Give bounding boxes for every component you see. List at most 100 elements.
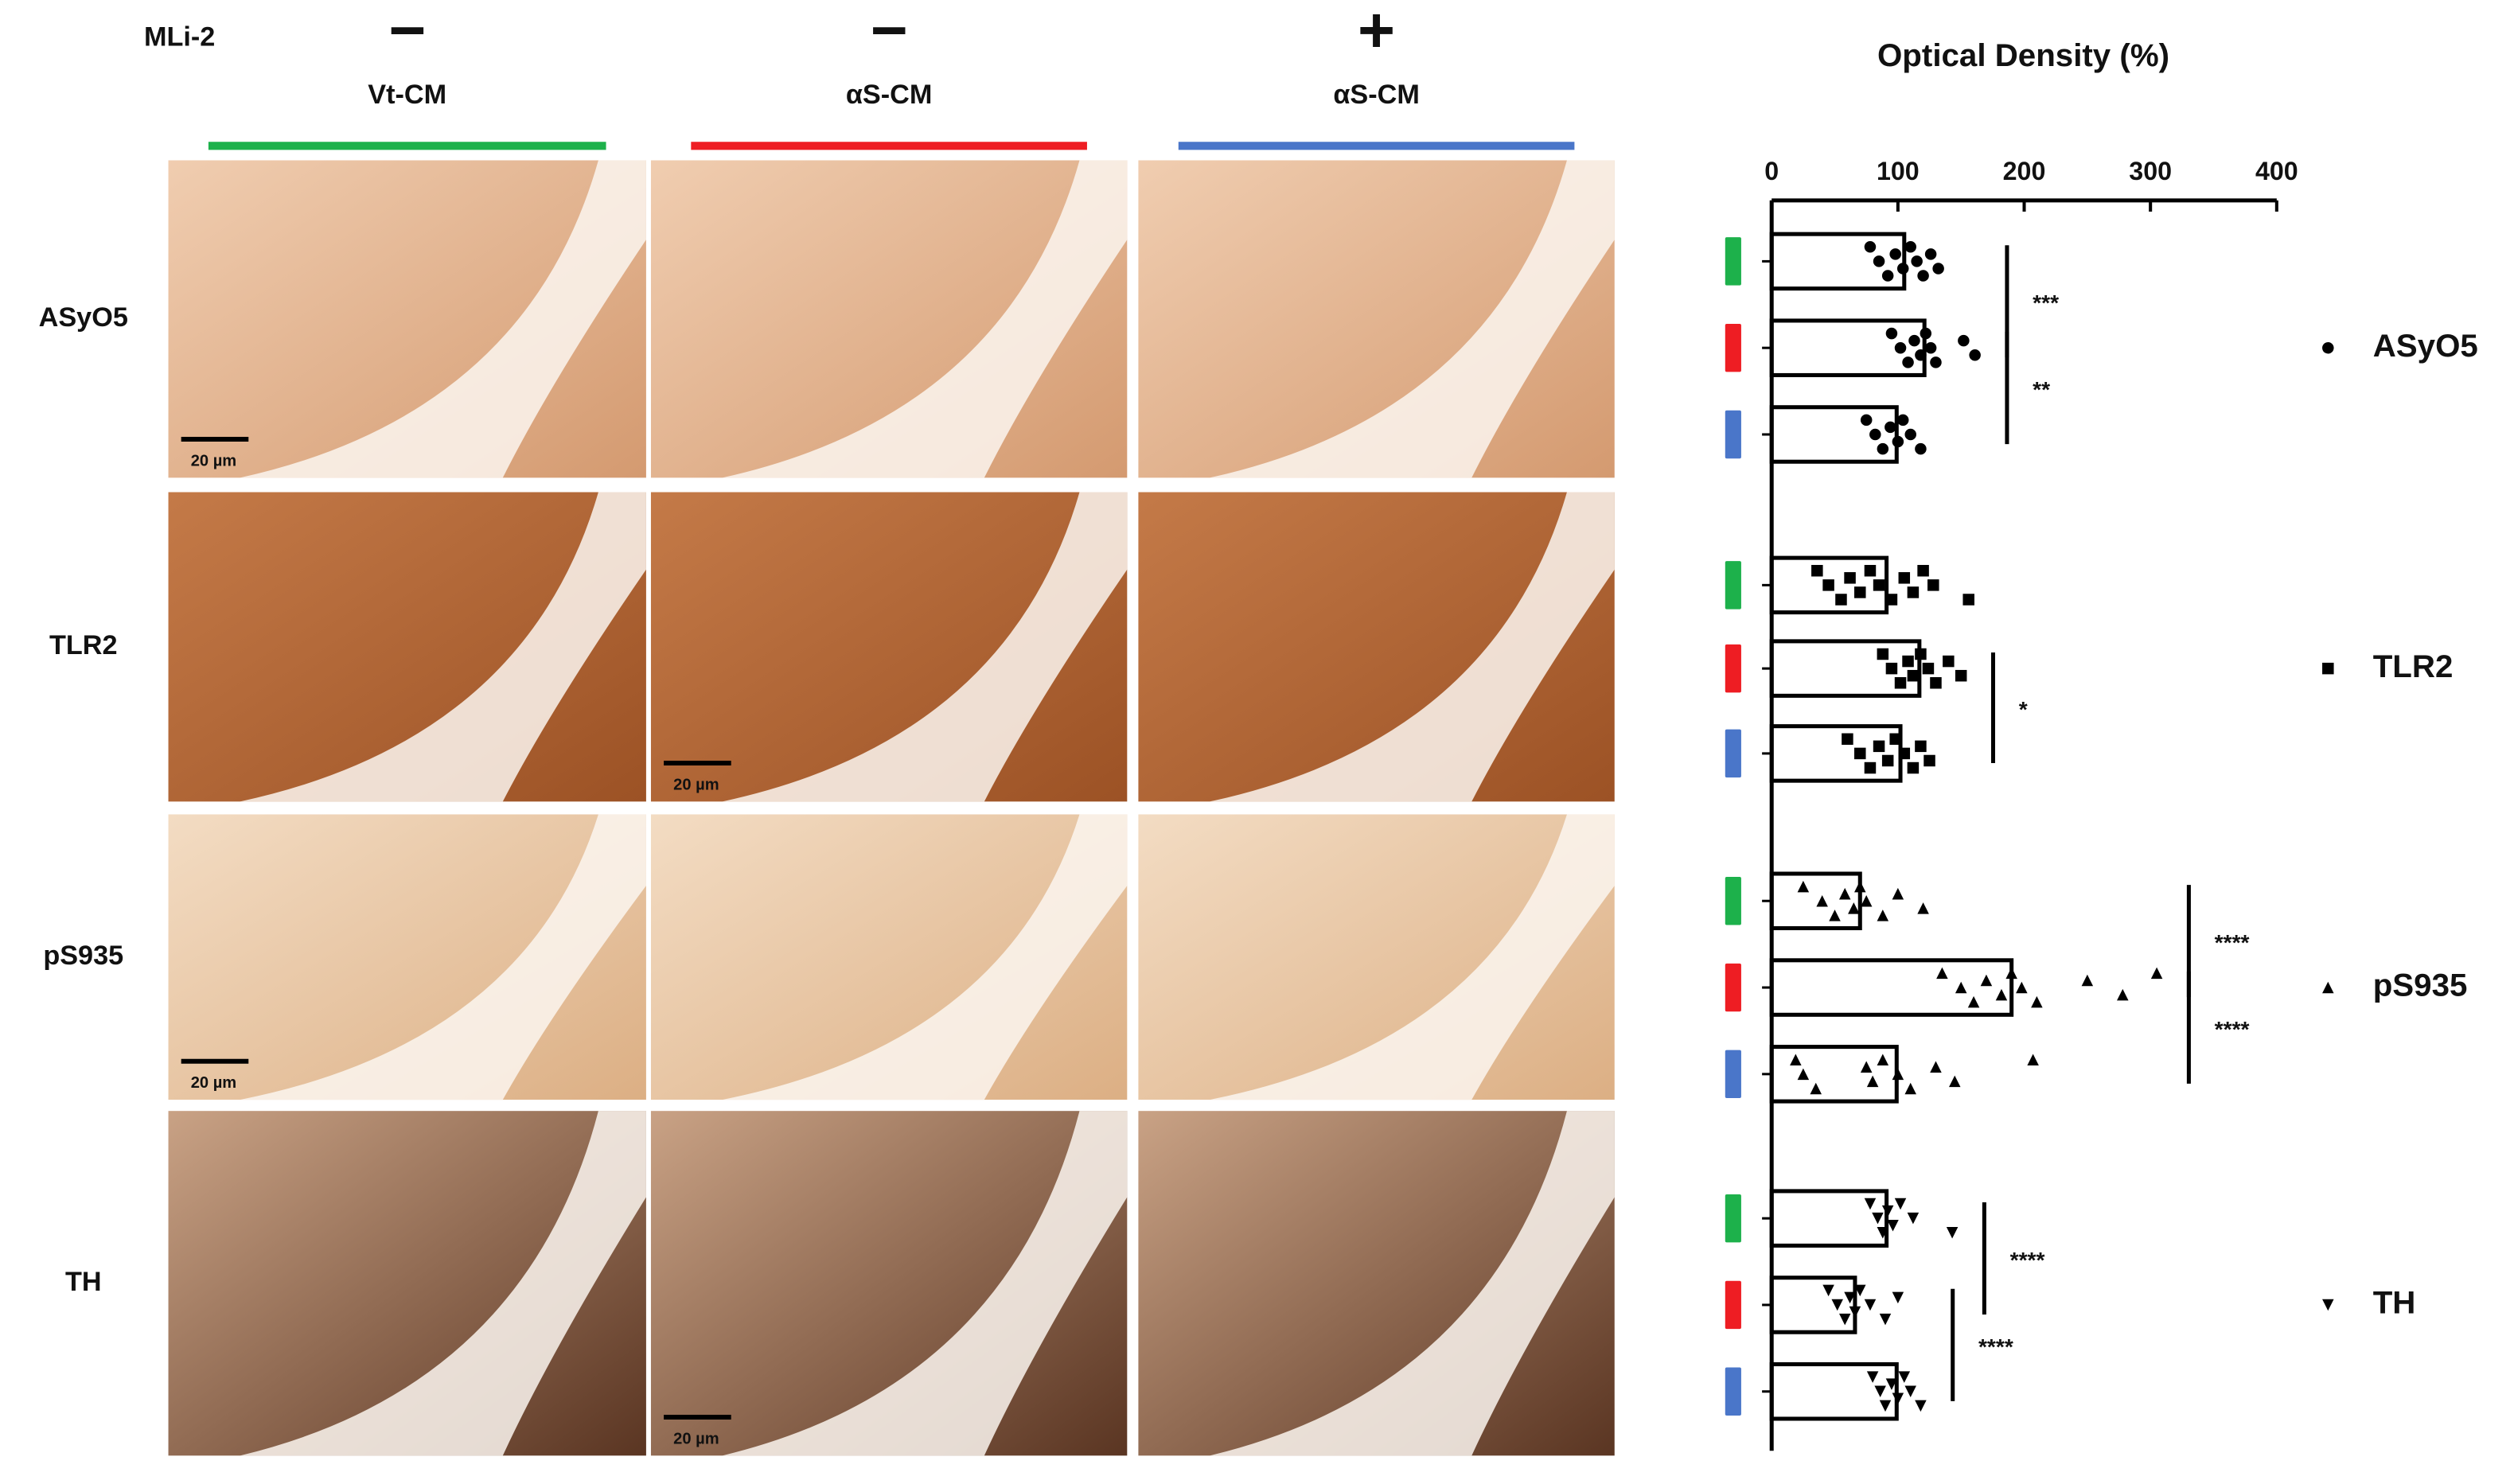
scale-bar-label: 20 µm [191, 1074, 236, 1092]
data-point [2005, 967, 2017, 980]
data-point [1816, 895, 1828, 907]
data-point [1844, 1291, 1856, 1304]
bar [1769, 1361, 1899, 1421]
data-point [1810, 1082, 1822, 1095]
data-point [1958, 334, 1970, 347]
x-tick-label: 0 [1764, 157, 1779, 185]
column-label: Vt-CM [368, 80, 446, 110]
data-point [1915, 740, 1927, 753]
data-point [1873, 579, 1885, 591]
data-point [1879, 1313, 1892, 1326]
data-point [1924, 248, 1937, 260]
group-tag [1725, 1367, 1741, 1416]
data-point [1811, 564, 1823, 577]
data-point [2322, 1299, 2334, 1311]
data-point [1894, 677, 1907, 689]
data-point [1864, 1299, 1877, 1311]
data-point [1874, 1385, 1886, 1397]
bar [1769, 1189, 1889, 1248]
significance-label: **** [1978, 1334, 2013, 1359]
data-point [1915, 442, 1927, 455]
data-point [1885, 1378, 1898, 1390]
data-point [1907, 586, 1920, 598]
tissue-gap [240, 1111, 646, 1456]
row-label: pS935 [43, 941, 123, 971]
data-point [1943, 655, 1955, 668]
data-point [1877, 1227, 1889, 1239]
data-point [1917, 564, 1929, 577]
bar [1769, 724, 1903, 783]
data-point [1866, 1075, 1879, 1088]
tissue-gap [1210, 160, 1615, 478]
data-point [1822, 1284, 1834, 1297]
tissue-gap [240, 492, 646, 802]
data-point [1955, 981, 1967, 994]
group-tag [1725, 1194, 1741, 1243]
data-point [1838, 887, 1851, 900]
data-point [1835, 594, 1847, 606]
data-point [1962, 594, 1974, 606]
data-point [1904, 1082, 1916, 1095]
data-point [1894, 341, 1907, 354]
data-point [1873, 740, 1885, 753]
data-point [1907, 761, 1920, 774]
data-point [1879, 1400, 1892, 1412]
data-point [2027, 1054, 2039, 1065]
scale-bar-label: 20 µm [673, 777, 719, 794]
data-point [1904, 241, 1916, 253]
data-point [1892, 1291, 1904, 1304]
data-point [1892, 1392, 1904, 1405]
data-point [1797, 880, 1810, 893]
bar [1769, 555, 1889, 615]
tissue-gap [1210, 1111, 1615, 1456]
data-point [1838, 1313, 1851, 1326]
group-tag [1725, 237, 1741, 286]
data-point [1881, 1205, 1894, 1217]
scale-bar-label: 20 µm [191, 453, 236, 470]
data-point [1848, 902, 1860, 914]
data-point [2081, 974, 2094, 987]
data-point [1877, 1054, 1889, 1065]
data-point [1915, 1400, 1927, 1412]
bar [1769, 1045, 1899, 1104]
data-point [1915, 648, 1927, 660]
group-tag [1725, 323, 1741, 372]
data-point [1930, 1061, 1942, 1073]
significance-label: **** [2215, 1016, 2250, 1042]
data-point [1995, 988, 2008, 1001]
data-point [2322, 981, 2334, 994]
data-point [1844, 572, 1856, 584]
data-point [1860, 414, 1873, 427]
data-point [1829, 909, 1841, 921]
scale-bar-label: 20 µm [673, 1430, 719, 1447]
tissue-gap [1210, 814, 1615, 1100]
data-point [1904, 1385, 1916, 1397]
treatment-label: MLi-2 [144, 21, 215, 52]
data-point [1873, 255, 1885, 267]
data-point [1927, 579, 1939, 591]
tissue-gap [722, 160, 1128, 478]
legend-label: pS935 [2373, 968, 2468, 1003]
data-point [1864, 564, 1877, 577]
data-point [1849, 1306, 1861, 1318]
data-point [1881, 270, 1894, 282]
row-label: TLR2 [49, 630, 118, 660]
data-point [1885, 594, 1898, 606]
significance-label: **** [2215, 929, 2250, 955]
data-point [1908, 334, 1920, 347]
x-tick-label: 100 [1877, 157, 1920, 185]
bar [1769, 232, 1907, 291]
data-point [1885, 327, 1898, 340]
group-tag [1725, 877, 1741, 925]
column-label: αS-CM [1333, 80, 1420, 110]
data-point [1854, 586, 1866, 598]
data-point [1917, 270, 1929, 282]
data-point [2322, 341, 2334, 354]
group-tag [1725, 410, 1741, 459]
bar [1769, 871, 1862, 931]
data-point [1911, 255, 1923, 267]
data-point [1881, 754, 1894, 767]
significance-label: ** [2033, 376, 2050, 402]
data-point [1896, 414, 1909, 427]
bar [1769, 405, 1899, 464]
